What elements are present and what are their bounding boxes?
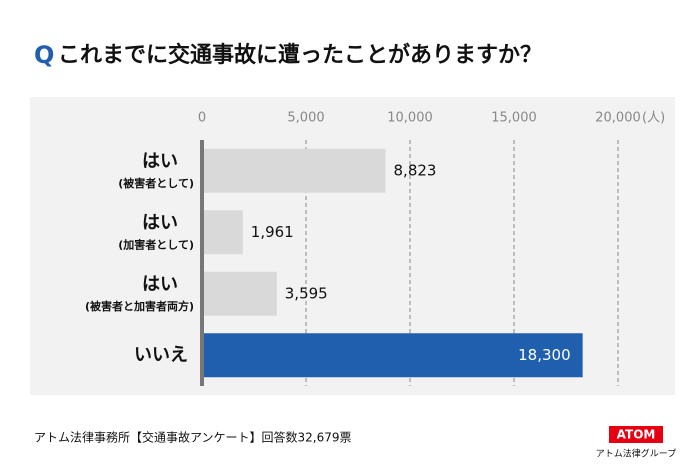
bar bbox=[202, 333, 583, 378]
category-label: はい bbox=[142, 151, 178, 172]
value-label: 8,823 bbox=[394, 161, 437, 179]
x-tick-label: 20,000 bbox=[595, 111, 641, 126]
chart-title: これまでに交通事故に遭ったことがありますか？ bbox=[58, 42, 542, 68]
x-unit: (人) bbox=[642, 111, 665, 126]
logo-caption: アトム法律グループ bbox=[596, 448, 676, 460]
logo: ATOM bbox=[617, 428, 656, 442]
x-tick-label: 5,000 bbox=[287, 111, 324, 126]
logo-box bbox=[609, 426, 663, 443]
bar bbox=[202, 271, 277, 316]
x-tick-label: 10,000 bbox=[387, 111, 433, 126]
title-marker: Q bbox=[34, 41, 54, 69]
bar bbox=[202, 148, 386, 193]
category-label: はい bbox=[142, 274, 178, 295]
value-label: 3,595 bbox=[285, 284, 328, 302]
value-label: 18,300 bbox=[518, 346, 571, 364]
category-note: (加害者として) bbox=[118, 237, 194, 251]
category-note: (被害者と加害者両方) bbox=[85, 299, 194, 313]
category-note: (被害者として) bbox=[118, 176, 194, 190]
value-label: 1,961 bbox=[251, 223, 294, 241]
footer: アトム法律事務所【交通事故アンケート】回答数32,679票 bbox=[34, 430, 352, 445]
x-tick-label: 15,000 bbox=[491, 111, 537, 126]
bar bbox=[202, 210, 243, 255]
x-tick-label: 0 bbox=[198, 111, 206, 126]
category-label: はい bbox=[142, 212, 178, 233]
category-label: いいえ bbox=[134, 344, 188, 365]
